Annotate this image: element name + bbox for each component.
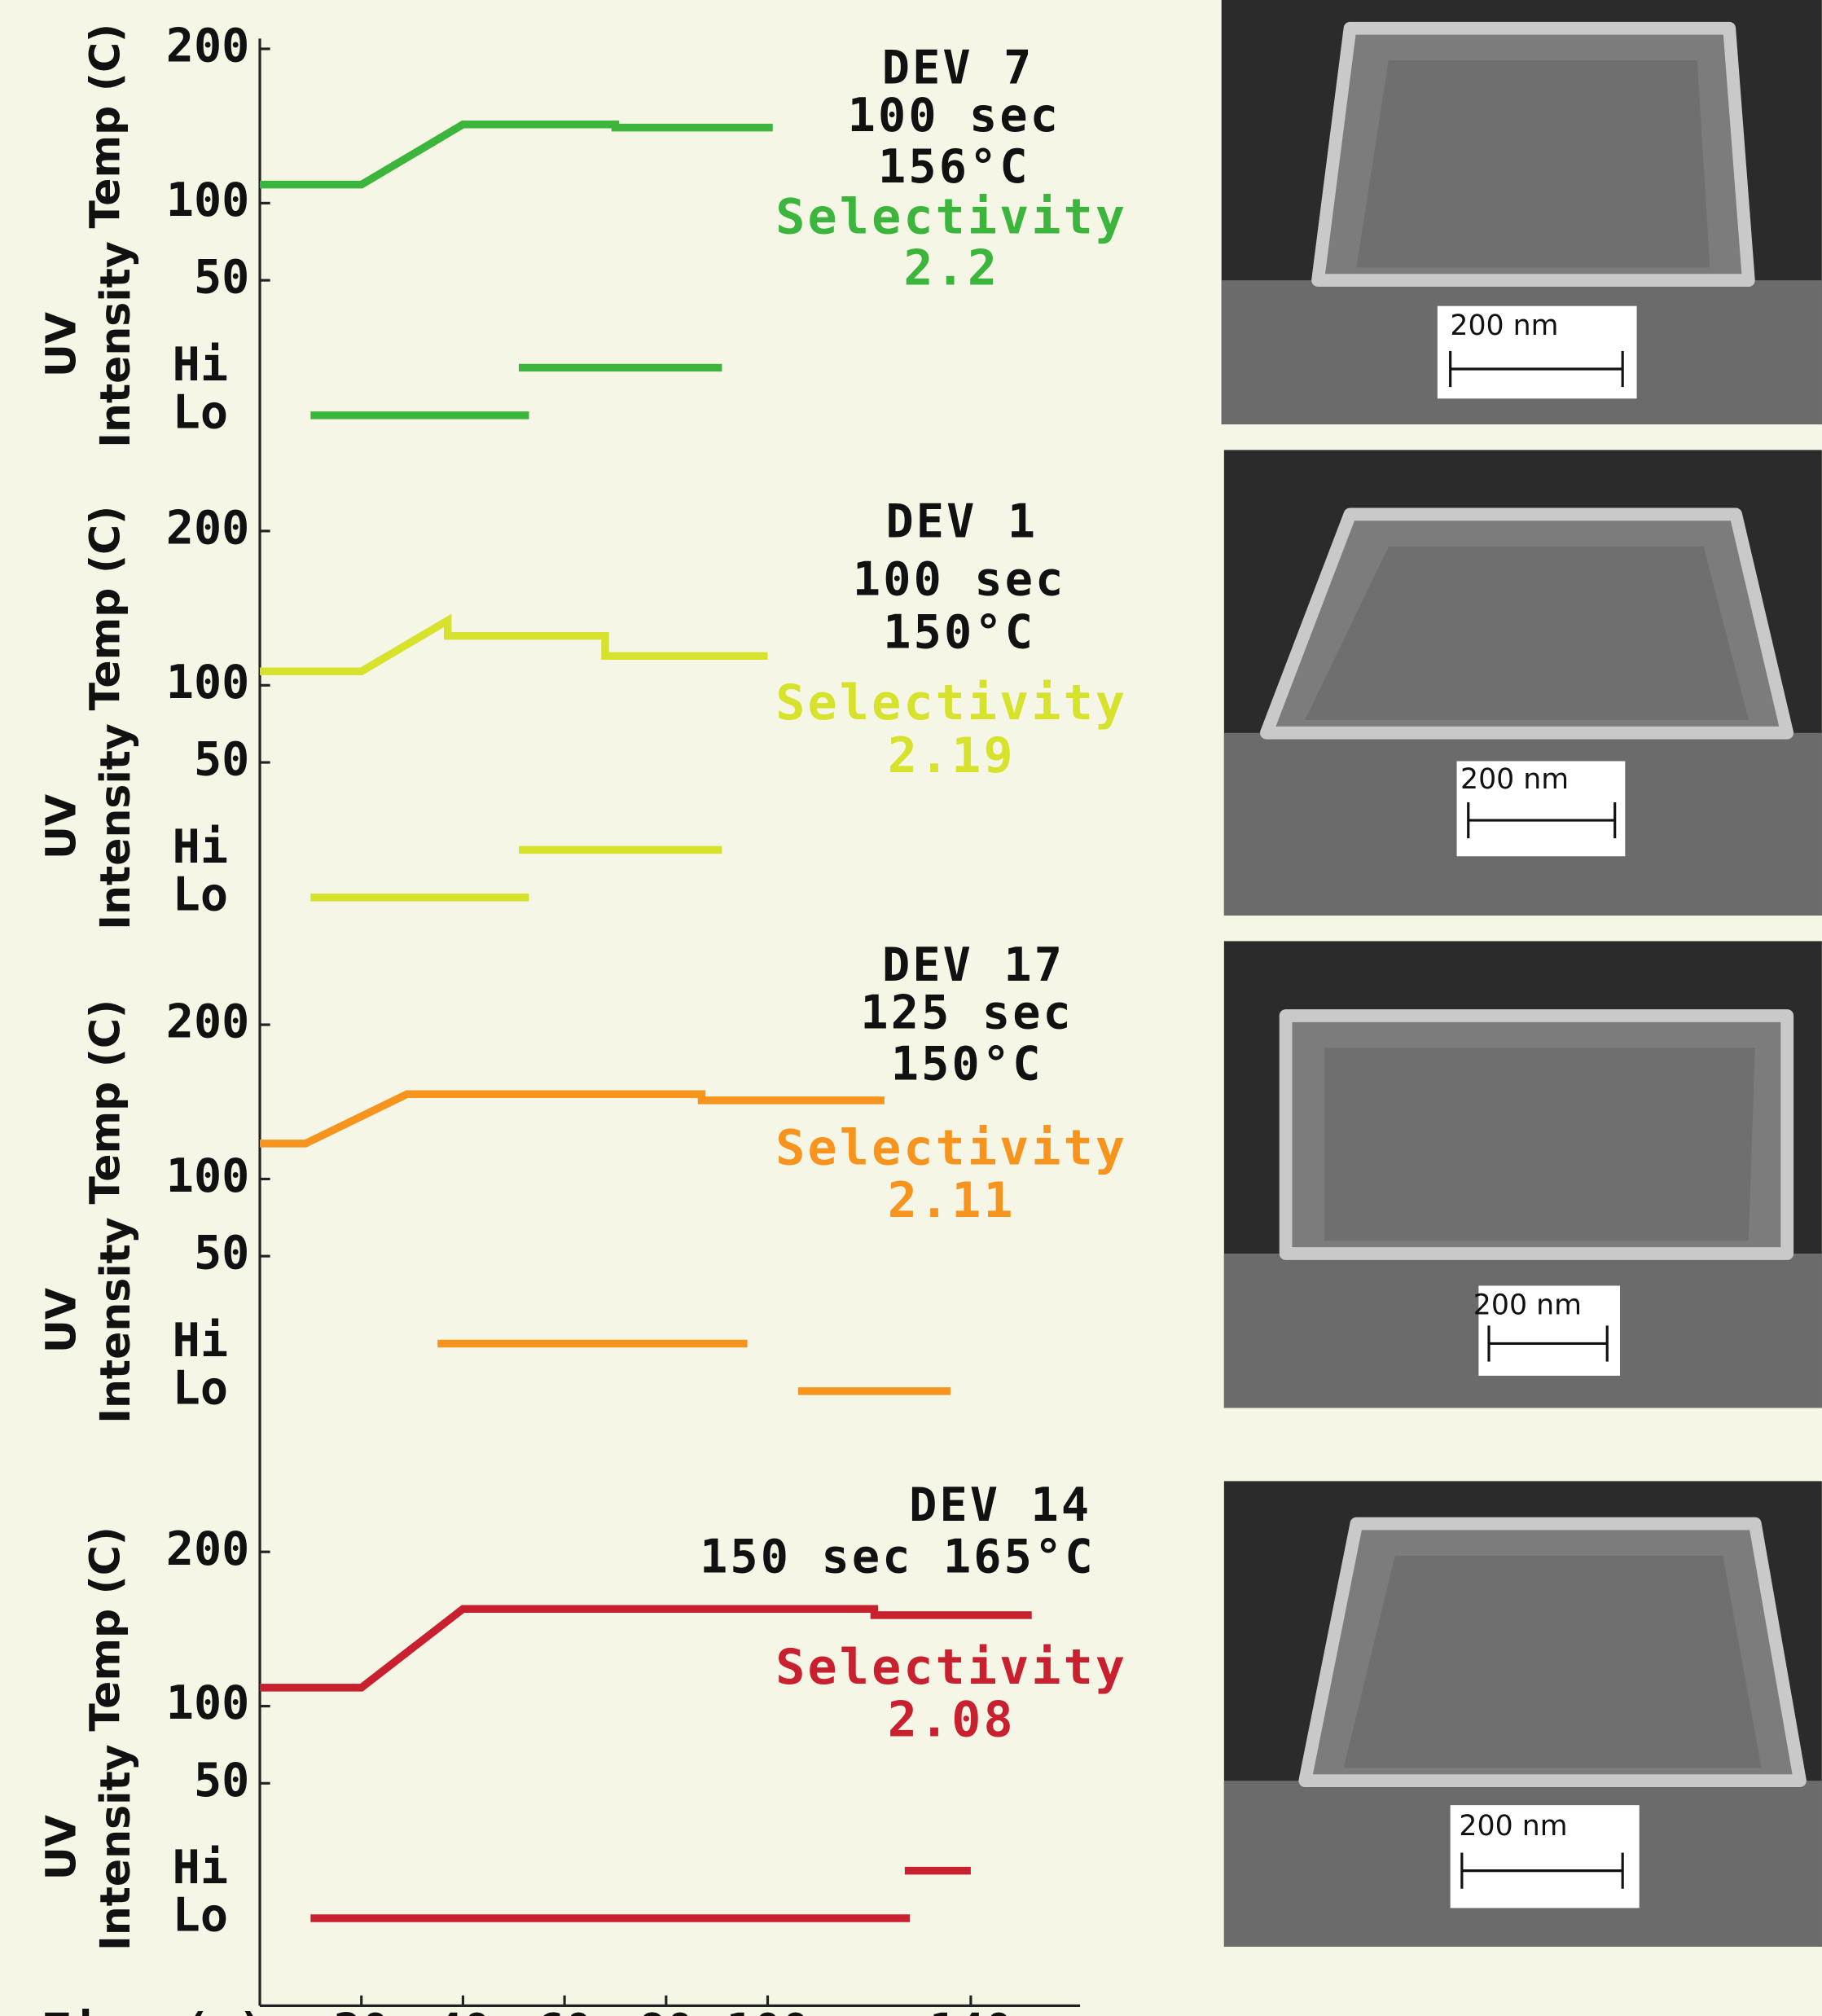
annotation: 156°C <box>878 140 1030 194</box>
y-tick-label: 200 <box>166 502 250 556</box>
x-tick-label: 60 <box>537 2005 592 2016</box>
y-axis-title: Temp (C) <box>81 1526 129 1732</box>
uv-axis-title: Intensity <box>91 723 139 930</box>
selectivity-label: Selectivity <box>775 1119 1127 1176</box>
x-tick-label: 100 <box>726 2005 810 2016</box>
selectivity-label: Selectivity <box>775 189 1127 246</box>
sem-image: 200 nm <box>1223 1481 1822 1947</box>
scale-bar-label: 200 nm <box>1473 1289 1582 1322</box>
annotation: 100 sec <box>853 553 1066 607</box>
uv-axis-title: UV <box>37 1815 86 1880</box>
sem-image: 200 nm <box>1223 941 1822 1408</box>
y-tick-label: 200 <box>166 995 250 1049</box>
sem-image: 200 nm <box>1221 0 1822 424</box>
temperature-line <box>260 1090 885 1148</box>
uv-level-label: Hi <box>173 1841 228 1895</box>
y-tick-label: 100 <box>166 1676 250 1730</box>
panel-title: DEV 7 <box>882 41 1034 94</box>
x-tick-label: 80 <box>639 2005 694 2016</box>
temperature-line <box>260 613 768 675</box>
selectivity-label: Selectivity <box>775 1639 1127 1696</box>
panel-title: DEV 1 <box>885 495 1038 549</box>
uv-axis-title: Intensity <box>91 1744 139 1951</box>
x-tick-label: 20 <box>334 2005 389 2016</box>
y-tick-label: 100 <box>166 173 250 227</box>
y-tick-label: 50 <box>194 251 249 305</box>
selectivity-label: Selectivity <box>775 674 1127 731</box>
scale-bar-box <box>1450 1805 1640 1908</box>
x-tick-label: 40 <box>435 2005 490 2016</box>
x-axis-title: Time (s) <box>43 2005 266 2016</box>
panel-title: DEV 14 <box>909 1478 1091 1532</box>
selectivity-value: 2.2 <box>903 240 999 297</box>
y-tick-label: 50 <box>194 733 249 787</box>
y-axis-title: Temp (C) <box>81 999 129 1205</box>
uv-level-label: Lo <box>173 1889 228 1943</box>
temperature-line <box>260 121 773 189</box>
uv-level-label: Lo <box>173 1362 228 1416</box>
annotation: 150°C <box>883 605 1035 659</box>
uv-level-label: Lo <box>173 867 228 921</box>
uv-level-label: Lo <box>173 385 228 439</box>
scale-bar-box <box>1456 761 1626 857</box>
scale-bar-label: 200 nm <box>1459 1810 1567 1843</box>
selectivity-value: 2.08 <box>888 1692 1016 1749</box>
uv-level-label: Hi <box>173 338 228 392</box>
y-tick-label: 50 <box>194 1227 249 1280</box>
uv-level-label: Hi <box>173 820 228 874</box>
y-tick-label: 100 <box>166 1149 250 1203</box>
sem-image: 200 nm <box>1223 450 1822 916</box>
y-tick-label: 200 <box>166 1522 250 1576</box>
annotation: 100 sec <box>848 89 1061 143</box>
feature-core <box>1343 1555 1762 1768</box>
uv-axis-title: UV <box>37 794 86 859</box>
y-axis-title: Temp (C) <box>81 24 129 229</box>
uv-axis-title: Intensity <box>91 241 139 448</box>
y-tick-label: 50 <box>194 1754 249 1807</box>
annotation: 150°C <box>891 1038 1043 1091</box>
temperature-line <box>260 1605 1032 1692</box>
x-tick-label: 140 <box>929 2005 1013 2016</box>
panel-title: DEV 17 <box>882 938 1065 992</box>
uv-axis-title: UV <box>37 1288 86 1353</box>
y-tick-label: 200 <box>166 20 250 73</box>
uv-axis-title: Intensity <box>91 1217 139 1424</box>
annotation: 125 sec <box>860 986 1073 1040</box>
uv-level-label: Hi <box>173 1314 228 1368</box>
y-tick-label: 100 <box>166 656 250 709</box>
selectivity-value: 2.19 <box>888 727 1016 784</box>
y-axis-title: Temp (C) <box>81 506 129 711</box>
scale-bar-label: 200 nm <box>1450 310 1558 342</box>
selectivity-value: 2.11 <box>888 1172 1016 1229</box>
scale-bar-label: 200 nm <box>1460 763 1569 796</box>
feature-core <box>1305 546 1749 720</box>
scale-bar-box <box>1478 1285 1621 1376</box>
feature-core <box>1356 60 1710 268</box>
feature-core <box>1324 1048 1755 1241</box>
scale-bar-box <box>1437 305 1637 399</box>
uv-axis-title: UV <box>37 312 86 377</box>
annotation: 150 sec 165°C <box>700 1530 1095 1583</box>
